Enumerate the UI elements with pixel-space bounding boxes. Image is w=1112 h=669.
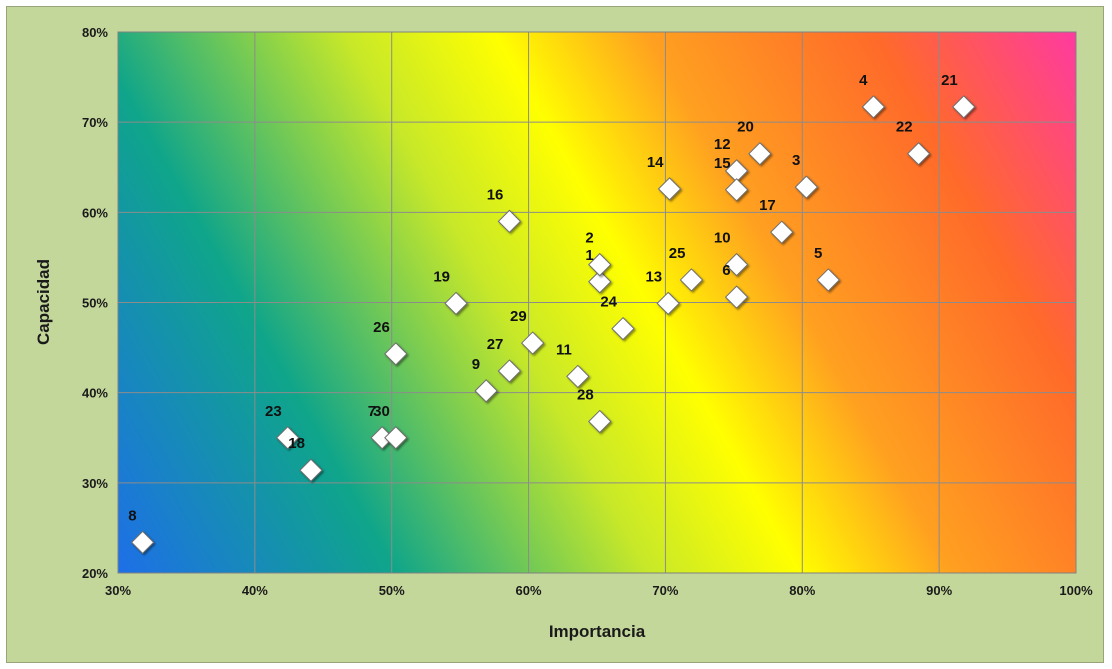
data-point-26 — [384, 342, 408, 366]
y-axis-title: Capacidad — [34, 259, 53, 345]
data-point-21 — [952, 95, 976, 119]
data-label-11: 11 — [556, 341, 572, 358]
data-label-7: 7 — [368, 403, 376, 420]
data-point-15 — [724, 178, 749, 202]
data-point-29 — [520, 331, 545, 355]
data-point-19 — [444, 291, 468, 316]
data-point-22 — [906, 142, 931, 166]
y-axis-ticks: 20% 30% 40% 50% 60% 70% 80% — [82, 25, 108, 581]
data-label-1: 1 — [585, 247, 593, 264]
data-label-24: 24 — [600, 294, 617, 311]
y-tick-label: 40% — [82, 386, 108, 401]
data-label-14: 14 — [647, 154, 664, 171]
data-point-2 — [588, 252, 612, 277]
data-point-1 — [588, 270, 612, 294]
data-point-11 — [566, 364, 590, 389]
data-label-2: 2 — [585, 230, 593, 247]
data-label-4: 4 — [859, 72, 868, 89]
data-label-19: 19 — [433, 268, 450, 285]
data-point-9 — [474, 379, 498, 403]
y-tick-label: 50% — [82, 296, 108, 311]
data-point-28 — [588, 409, 612, 434]
data-label-15: 15 — [714, 155, 731, 172]
y-tick-label: 30% — [82, 476, 108, 491]
data-point-25 — [679, 268, 704, 292]
x-tick-label: 60% — [516, 583, 542, 598]
data-label-22: 22 — [896, 119, 913, 136]
data-point-17 — [770, 220, 794, 244]
data-label-13: 13 — [645, 268, 662, 285]
data-point-27 — [497, 359, 522, 383]
data-label-26: 26 — [373, 319, 390, 336]
x-tick-label: 70% — [652, 583, 678, 598]
data-label-9: 9 — [472, 356, 480, 373]
data-label-30: 30 — [373, 403, 390, 420]
data-label-5: 5 — [814, 245, 822, 262]
data-label-21: 21 — [941, 72, 958, 89]
x-axis-ticks: 30% 40% 50% 60% 70% 80% 90% 100% — [105, 583, 1093, 598]
data-label-16: 16 — [487, 186, 504, 203]
data-label-27: 27 — [487, 336, 504, 353]
chart-area: 20% 30% 40% 50% 60% 70% 80% 30% 40% 50% 60% 70% 80%… — [6, 6, 1104, 663]
data-point-14 — [657, 177, 682, 201]
y-tick-label: 60% — [82, 205, 108, 220]
y-tick-label: 20% — [82, 566, 108, 581]
data-point-4 — [861, 95, 886, 119]
scatter-chart: 20% 30% 40% 50% 60% 70% 80% 30% 40% 50% 60% 70% 80%… — [34, 25, 1093, 641]
data-label-25: 25 — [669, 245, 686, 262]
x-tick-label: 50% — [379, 583, 405, 598]
data-point-23 — [275, 426, 300, 450]
data-label-18: 18 — [288, 435, 305, 452]
data-label-20: 20 — [737, 119, 754, 136]
x-axis-title: Importancia — [549, 622, 646, 641]
data-point-8 — [130, 530, 155, 555]
data-label-29: 29 — [510, 308, 527, 325]
data-point-10 — [724, 252, 749, 277]
y-tick-label: 70% — [82, 115, 108, 130]
x-tick-label: 30% — [105, 583, 131, 598]
data-point-5 — [816, 268, 840, 292]
data-point-30 — [384, 426, 408, 450]
data-label-10: 10 — [714, 230, 731, 247]
data-label-28: 28 — [577, 387, 594, 404]
data-point-20 — [748, 142, 772, 166]
plot-border — [117, 31, 1077, 574]
data-point-13 — [656, 291, 680, 316]
x-tick-label: 40% — [242, 583, 268, 598]
x-tick-label: 90% — [926, 583, 952, 598]
data-label-3: 3 — [792, 152, 800, 169]
data-label-8: 8 — [128, 507, 136, 524]
data-label-23: 23 — [265, 403, 282, 420]
data-points — [130, 95, 976, 555]
data-point-24 — [611, 316, 635, 341]
data-label-17: 17 — [759, 197, 776, 214]
data-point-6 — [724, 285, 749, 309]
data-label-6: 6 — [722, 262, 730, 279]
data-point-18 — [299, 458, 323, 482]
data-point-3 — [794, 175, 819, 199]
y-tick-label: 80% — [82, 25, 108, 40]
data-point-16 — [497, 209, 522, 234]
x-tick-label: 100% — [1059, 583, 1093, 598]
x-tick-label: 80% — [789, 583, 815, 598]
data-label-12: 12 — [714, 136, 731, 153]
